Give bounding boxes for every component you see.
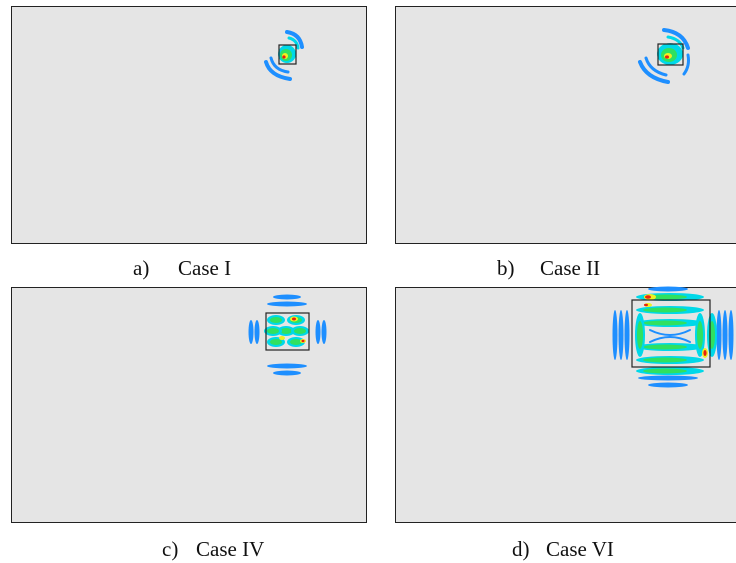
panel-caption: Case I — [178, 256, 231, 280]
field-blob — [624, 310, 630, 360]
field-blob — [287, 36, 300, 50]
field-blob — [270, 317, 282, 323]
field-blob — [273, 370, 301, 376]
field-blob — [648, 382, 688, 388]
field-blob — [643, 368, 687, 374]
field-blob — [722, 310, 728, 360]
field-blob — [645, 295, 651, 299]
field-blob — [637, 321, 643, 349]
panel-label: a) — [133, 256, 149, 280]
field-blob — [648, 286, 688, 292]
field-blob — [612, 310, 618, 360]
source-box — [657, 43, 684, 66]
field-blob — [282, 55, 286, 59]
panel-caption: Case VI — [546, 537, 614, 561]
field-blob — [292, 317, 296, 321]
panel-label: c) — [162, 537, 178, 561]
field-blob — [280, 328, 292, 334]
source-box — [265, 312, 310, 351]
field-blob — [279, 336, 285, 340]
field-blob — [682, 53, 690, 76]
field-blob — [321, 320, 327, 344]
source-box — [631, 299, 711, 368]
field-blob — [644, 303, 648, 307]
field-blob — [264, 60, 292, 81]
panel-frame — [11, 6, 367, 244]
field-blob — [618, 310, 624, 360]
field-blob — [643, 320, 687, 326]
field-blob — [697, 321, 703, 349]
field-blob — [269, 56, 290, 74]
field-blob — [665, 55, 669, 59]
field-blob — [270, 339, 282, 345]
field-blob — [315, 320, 321, 344]
field-blob — [273, 294, 301, 300]
field-blob — [301, 339, 305, 343]
field-blob — [638, 375, 698, 381]
field-blob — [649, 329, 691, 336]
field-blob — [643, 357, 687, 363]
field-blob — [638, 60, 670, 84]
field-blob — [703, 350, 707, 356]
field-blob — [662, 28, 690, 50]
field-blob — [267, 363, 307, 369]
field-blob — [716, 310, 722, 360]
field-blob — [267, 301, 307, 307]
panel-label: d) — [512, 537, 530, 561]
panel-frame — [11, 287, 367, 523]
field-blob — [290, 339, 302, 345]
panel-label: b) — [497, 256, 515, 280]
field-blob — [294, 328, 306, 334]
panel-frame — [395, 6, 736, 244]
field-blob — [248, 320, 254, 344]
field-blob — [643, 307, 687, 313]
panel-caption: Case II — [540, 256, 600, 280]
source-box — [278, 44, 297, 65]
field-blob — [643, 344, 687, 350]
field-blob — [649, 336, 691, 343]
field-blob — [254, 320, 260, 344]
field-blob — [285, 30, 304, 49]
field-blob — [644, 56, 668, 77]
panel-caption: Case IV — [196, 537, 264, 561]
field-blob — [267, 328, 279, 334]
field-blob — [728, 310, 734, 360]
